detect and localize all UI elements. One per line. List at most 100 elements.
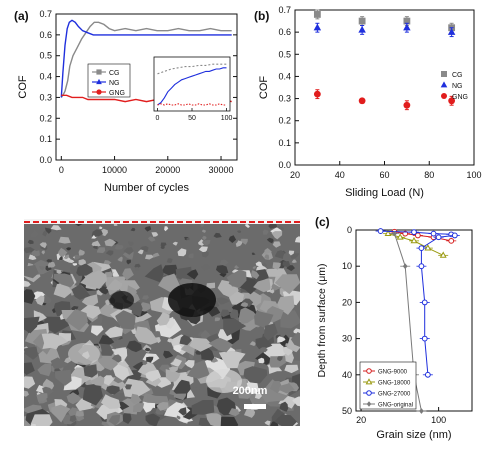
grain — [69, 415, 77, 423]
grain — [188, 253, 194, 259]
grain — [128, 241, 134, 247]
data-point — [439, 251, 447, 258]
grain — [91, 240, 101, 248]
data-point-gng — [358, 97, 366, 105]
dark-region — [168, 283, 216, 317]
inset: 0 50 100 — [153, 56, 233, 122]
grain — [228, 291, 245, 305]
x-tick-label: 100 — [466, 170, 481, 180]
legend-marker — [441, 93, 447, 99]
x-tick-label: 10000 — [102, 165, 127, 175]
data-point-cg — [358, 17, 366, 25]
y-axis-label: COF — [17, 75, 29, 99]
legend-label: NG — [452, 83, 463, 90]
legend-label: GNG-original — [378, 403, 413, 409]
grain — [263, 323, 278, 341]
grain — [42, 294, 52, 304]
x-tick-label: 20000 — [155, 165, 180, 175]
grain — [173, 379, 191, 394]
data-point — [384, 229, 392, 237]
grain — [201, 251, 209, 258]
legend-marker — [440, 81, 448, 88]
data-point — [421, 335, 428, 342]
data-point — [424, 371, 431, 378]
panel-a-plot-frame — [55, 13, 238, 161]
grain — [42, 230, 48, 237]
grain — [167, 338, 174, 343]
grain — [200, 264, 210, 271]
legend: CG NG GNG — [440, 71, 468, 101]
grain — [24, 390, 29, 397]
grain — [214, 317, 221, 322]
grain — [240, 302, 249, 307]
x-tick-label: 60 — [379, 170, 389, 180]
legend-marker — [366, 401, 372, 407]
grain — [238, 307, 258, 324]
grain — [258, 357, 265, 364]
y-tick-label: 0.3 — [39, 92, 52, 102]
grain — [82, 383, 103, 406]
y-tick-label: 0.7 — [278, 5, 291, 15]
grain — [243, 366, 268, 384]
grain — [220, 416, 239, 426]
legend-marker — [96, 89, 102, 95]
series-line — [394, 233, 422, 412]
grain — [272, 262, 281, 270]
grain — [272, 241, 281, 248]
y-tick-label: 30 — [342, 334, 352, 344]
grain — [213, 232, 222, 238]
grain — [123, 247, 134, 255]
inset-x-tick-label: 100 — [221, 115, 233, 122]
data-point — [402, 263, 408, 270]
grain — [130, 393, 142, 405]
grain — [35, 295, 45, 306]
grain — [175, 266, 193, 282]
grain — [294, 236, 300, 243]
series-line-ng — [60, 19, 232, 98]
legend-marker — [366, 390, 372, 396]
grain — [31, 249, 40, 257]
grain — [75, 411, 84, 417]
grain — [133, 403, 145, 412]
grain — [268, 289, 275, 294]
data-point — [414, 232, 421, 239]
grain — [206, 413, 224, 426]
data-point-ng — [358, 25, 366, 33]
data-point — [421, 299, 428, 306]
legend-label: GNG — [452, 94, 468, 101]
y-tick-label: 0.2 — [278, 116, 291, 126]
y-tick-label: 0.0 — [39, 155, 52, 165]
grain — [237, 389, 252, 399]
grain — [74, 254, 81, 260]
legend-marker — [366, 368, 372, 374]
legend-marker — [365, 378, 373, 385]
grain — [274, 274, 300, 295]
grain — [184, 360, 195, 369]
inset-line-cg — [157, 63, 227, 75]
grain — [152, 252, 160, 258]
grain — [200, 223, 205, 227]
grain — [228, 408, 240, 417]
data-point — [396, 233, 404, 240]
grain — [280, 310, 300, 329]
grain — [113, 363, 130, 381]
grain — [78, 304, 101, 319]
grain — [160, 245, 165, 249]
grain — [276, 295, 295, 315]
y-tick-label: 20 — [342, 297, 352, 307]
grain — [142, 360, 148, 365]
y-tick-label: 0.5 — [278, 49, 291, 59]
y-tick-label: 0.4 — [278, 71, 291, 81]
y-tick-label: 0.6 — [39, 30, 52, 40]
grain — [259, 347, 268, 353]
grain — [58, 247, 68, 258]
grain — [130, 227, 136, 232]
grain — [278, 383, 295, 394]
grain — [244, 408, 256, 418]
grain — [282, 261, 291, 268]
data-point — [411, 229, 417, 236]
data-point — [392, 230, 397, 237]
legend-marker — [441, 71, 447, 77]
legend-marker — [96, 78, 102, 85]
